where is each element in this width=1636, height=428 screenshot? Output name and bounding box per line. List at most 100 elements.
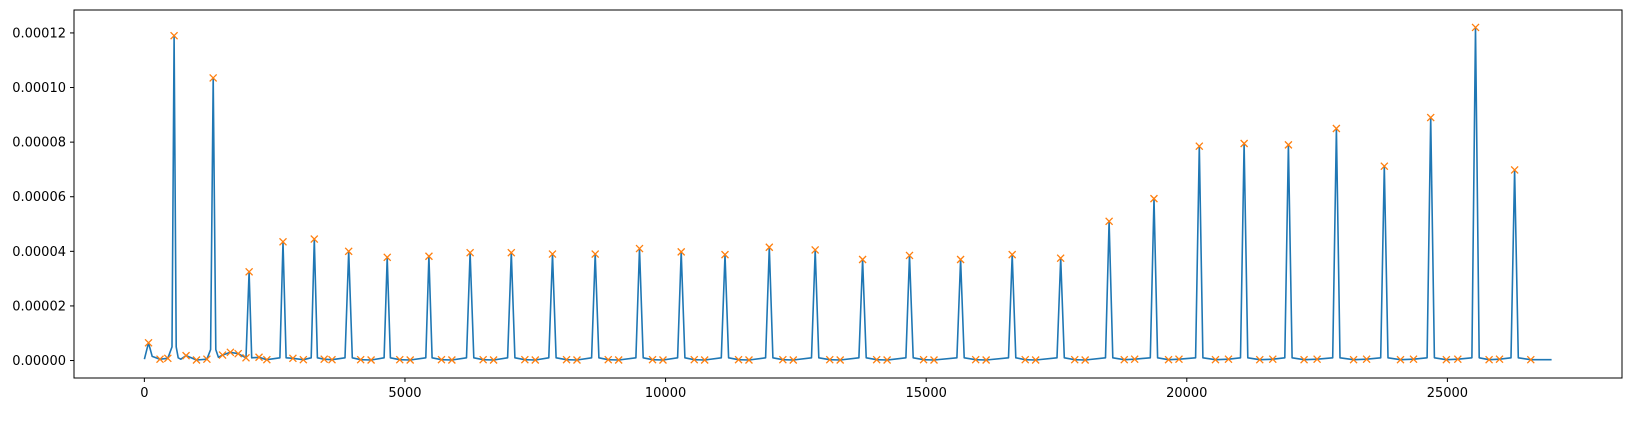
peak-marker (614, 356, 623, 364)
peak-marker (1380, 162, 1389, 171)
peak-marker (1008, 250, 1017, 259)
peak-marker (1149, 194, 1158, 203)
peak-marker (507, 248, 516, 257)
peak-marker (202, 355, 211, 364)
peak-marker (1471, 23, 1480, 32)
peak-marker (734, 355, 743, 364)
peak-marker (310, 235, 319, 244)
peak-marker (531, 356, 540, 364)
peak-marker (395, 355, 404, 364)
peak-marker (971, 355, 980, 364)
peak-marker (344, 247, 353, 256)
peak-marker (328, 355, 336, 364)
peak-marker (1120, 355, 1129, 364)
peak-marker (1526, 355, 1535, 364)
peak-marker (930, 356, 938, 364)
peak-marker (245, 267, 254, 276)
peak-marker (635, 244, 644, 253)
peak-marker (437, 355, 446, 364)
y-tick-label: 0.00006 (12, 190, 66, 205)
peak-marker (690, 355, 699, 364)
peak-marker (765, 243, 774, 252)
peak-marker (1313, 355, 1322, 364)
signal-line (143, 26, 1552, 361)
peak-marker (234, 349, 243, 358)
peak-marker (1284, 140, 1293, 149)
peak-marker (562, 355, 571, 364)
peak-marker (548, 250, 557, 259)
peak-marker (659, 356, 667, 364)
peak-marker (1031, 356, 1040, 364)
peak-marker (163, 354, 172, 363)
peak-marker (982, 356, 991, 364)
peak-marker (604, 355, 613, 364)
peak-marker (1349, 355, 1358, 364)
peak-marker (1485, 355, 1494, 364)
peak-marker (424, 252, 433, 261)
peak-marker (1081, 356, 1090, 364)
x-axis: 0 5000 10000 15000 20000 25000 (140, 378, 1468, 401)
peak-marker (1070, 355, 1079, 364)
peak-marker (356, 355, 365, 364)
peak-marker (262, 355, 271, 364)
y-tick-label: 0.00012 (12, 26, 66, 41)
x-tick-label: 0 (140, 386, 148, 401)
x-tick-label: 25000 (1427, 386, 1468, 401)
peak-marker (447, 356, 456, 364)
peak-marker (745, 356, 753, 364)
peak-marker (872, 355, 881, 364)
peak-marker (156, 355, 164, 364)
peak-marker (288, 354, 297, 363)
peak-marker (919, 355, 928, 364)
peak-marker (489, 356, 498, 364)
peak-marker (1240, 139, 1249, 148)
peak-marker (883, 356, 892, 364)
peak-marker (144, 338, 153, 347)
y-axis: 0.00000 0.00002 0.00004 0.00006 0.00008 0.000… (12, 26, 74, 369)
peak-marker (905, 251, 914, 260)
y-tick-label: 0.00010 (12, 81, 66, 96)
peak-marker (279, 237, 287, 246)
peak-marker (836, 356, 845, 364)
peak-marker (956, 255, 965, 264)
peak-marker (466, 248, 475, 257)
peak-marker (1442, 355, 1451, 364)
peak-marker (1268, 355, 1277, 364)
peak-marker (1453, 355, 1462, 364)
peak-marker (1495, 355, 1504, 364)
peak-marker (1510, 166, 1519, 174)
peak-marker (573, 356, 581, 364)
peak-markers (144, 23, 1535, 364)
peak-marker (677, 247, 686, 256)
peak-marker (209, 74, 218, 82)
peak-marker (170, 31, 179, 40)
peak-marker (1409, 355, 1418, 364)
peak-marker (192, 356, 201, 364)
peak-marker (1426, 113, 1435, 122)
peak-marker (1224, 355, 1233, 364)
peak-marker (1056, 254, 1065, 263)
peak-marker (367, 356, 376, 364)
peak-marker (721, 250, 729, 259)
peak-marker (406, 356, 415, 364)
y-tick-label: 0.00000 (12, 354, 66, 369)
peak-marker (1175, 355, 1183, 364)
peak-marker (1164, 355, 1173, 364)
y-tick-label: 0.00004 (12, 245, 66, 260)
peak-marker (182, 351, 191, 360)
peak-marker (255, 353, 263, 362)
x-tick-label: 15000 (906, 386, 947, 401)
peak-marker (811, 246, 820, 254)
peak-marker (1396, 355, 1405, 364)
y-tick-label: 0.00008 (12, 136, 66, 151)
peak-marker (700, 356, 709, 364)
peak-marker (1362, 355, 1371, 364)
peak-marker (242, 353, 250, 362)
peak-marker (858, 255, 867, 264)
peak-marker (1195, 142, 1204, 151)
peak-marker (218, 351, 227, 360)
peak-marker (479, 355, 488, 364)
peak-marker (1130, 355, 1139, 364)
